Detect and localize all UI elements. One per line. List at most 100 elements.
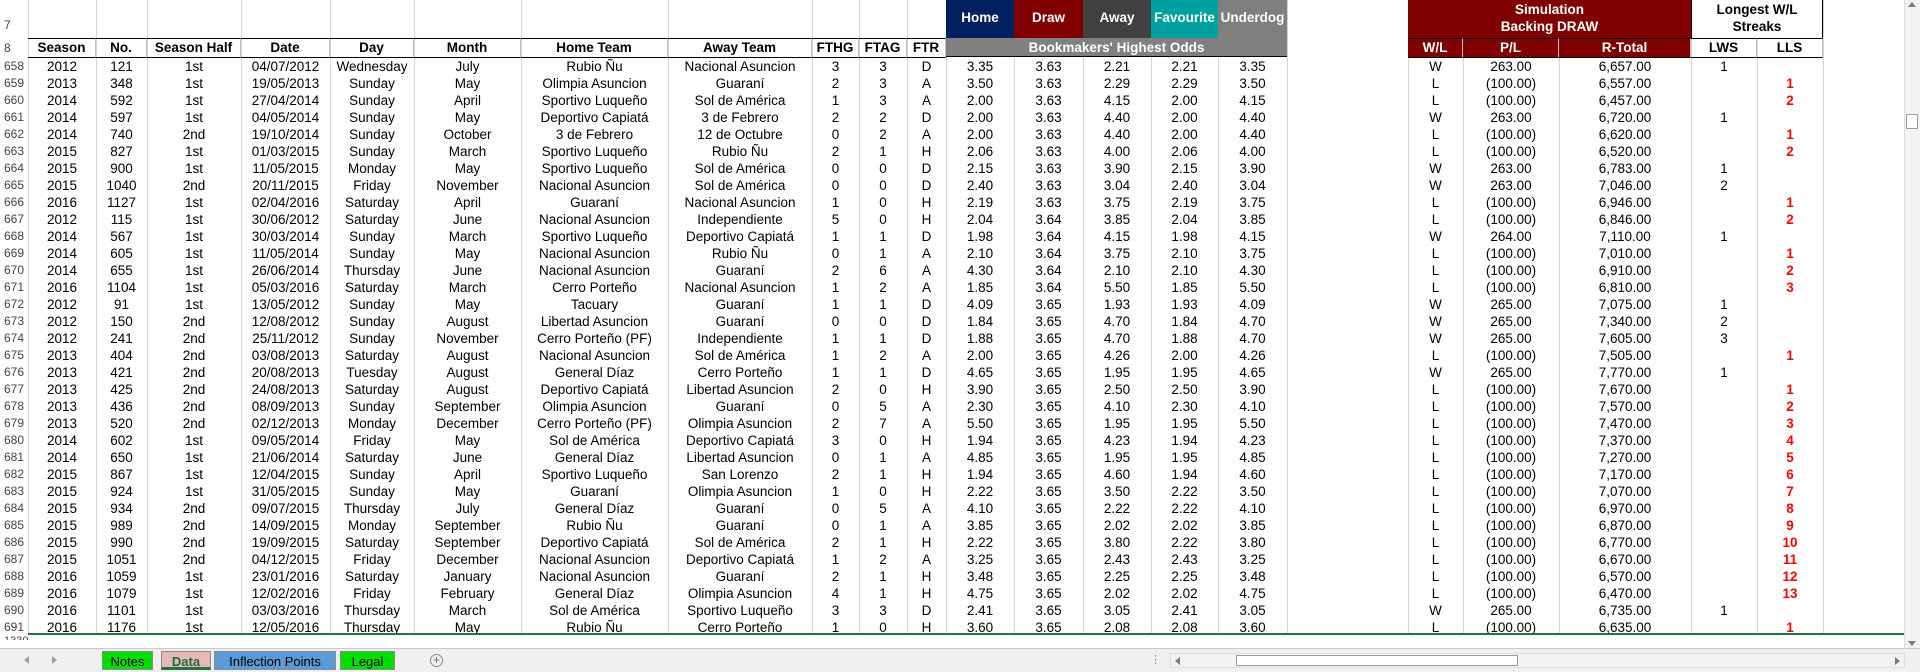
table-cell[interactable]: W [1429,603,1442,618]
table-cell[interactable]: 2.00 [966,110,994,125]
table-cell[interactable]: 1 [879,586,887,601]
table-cell[interactable]: 09/07/2015 [251,501,320,516]
tab-scroll-right-icon[interactable] [52,656,57,664]
table-cell[interactable]: W [1429,161,1442,176]
scroll-down-arrow-icon[interactable] [1908,641,1916,646]
table-cell[interactable]: 2nd [182,399,206,414]
table-cell[interactable]: 3 [1786,280,1794,295]
table-cell[interactable]: March [448,144,487,159]
table-cell[interactable]: 1104 [106,280,137,295]
table-cell[interactable]: 2014 [46,110,78,125]
table-cell[interactable]: 3 [879,603,887,618]
table-cell[interactable]: 2 [831,382,840,397]
table-cell[interactable]: 04/05/2014 [251,110,320,125]
table-cell[interactable]: 1 [879,144,887,159]
table-cell[interactable]: 2.43 [1103,552,1131,567]
table-cell[interactable]: L [1431,416,1440,431]
table-cell[interactable]: 2015 [46,535,78,550]
table-cell[interactable]: 2nd [182,382,206,397]
table-cell[interactable]: 6,457.00 [1598,93,1652,108]
table-cell[interactable]: 3.65 [1035,552,1062,567]
table-cell[interactable]: L [1431,586,1440,601]
table-cell[interactable]: Friday [353,433,391,448]
table-cell[interactable]: 2014 [46,93,78,108]
table-cell[interactable]: 0 [831,178,840,193]
table-cell[interactable]: 1 [1786,348,1794,363]
table-cell[interactable]: 3.85 [1239,518,1266,533]
table-cell[interactable]: Independiente [697,212,783,227]
table-cell[interactable]: 2.43 [1171,552,1198,567]
table-cell[interactable]: 3.65 [1035,399,1062,414]
table-cell[interactable]: L [1431,569,1440,584]
table-cell[interactable]: Tacuary [570,297,619,312]
table-cell[interactable]: 2.29 [1171,76,1198,91]
table-cell[interactable]: L [1431,450,1440,465]
table-cell[interactable]: Cerro Porteño [552,280,637,295]
table-cell[interactable]: 03/08/2013 [251,348,320,363]
table-cell[interactable]: Saturday [344,280,400,295]
table-cell[interactable]: 1.85 [1171,280,1198,295]
table-cell[interactable]: 1 [879,297,887,312]
table-cell[interactable]: 2.22 [1171,535,1198,550]
table-cell[interactable]: Sportivo Luqueño [541,144,648,159]
table-cell[interactable]: 1st [184,263,203,278]
table-cell[interactable]: 3.65 [1035,297,1062,312]
table-cell[interactable]: (100.00) [1485,76,1537,91]
table-cell[interactable]: Guaraní [715,263,765,278]
table-cell[interactable]: 7,046.00 [1598,178,1652,193]
table-cell[interactable]: D [921,59,932,74]
table-cell[interactable]: 02/12/2013 [251,416,320,431]
table-cell[interactable]: 4.10 [1103,399,1131,414]
table-cell[interactable]: 7,570.00 [1598,399,1652,414]
table-cell[interactable]: 08/09/2013 [251,399,320,414]
table-cell[interactable]: 2.10 [1171,246,1198,261]
table-cell[interactable]: 01/03/2015 [251,144,320,159]
table-cell[interactable]: 4.30 [966,263,994,278]
table-cell[interactable]: 602 [110,433,133,448]
hscroll-thumb[interactable] [1236,655,1518,666]
table-cell[interactable]: 263.00 [1490,59,1532,74]
table-cell[interactable]: L [1431,127,1440,142]
table-cell[interactable]: 3 [831,59,840,74]
table-cell[interactable]: 1 [831,620,840,635]
table-cell[interactable]: 3.75 [1239,246,1266,261]
table-cell[interactable]: L [1431,382,1440,397]
table-cell[interactable]: March [448,280,487,295]
table-cell[interactable]: 3.04 [1103,178,1131,193]
table-cell[interactable]: (100.00) [1485,399,1537,414]
table-cell[interactable] [1691,398,1757,415]
table-cell[interactable]: Sportivo Luqueño [687,603,793,618]
table-cell[interactable]: L [1431,552,1440,567]
table-cell[interactable]: 1st [184,144,203,159]
table-cell[interactable]: Libertad Asuncion [686,450,794,465]
table-cell[interactable]: January [443,569,492,584]
table-cell[interactable]: 605 [110,246,133,261]
table-cell[interactable]: 7 [879,416,887,431]
table-cell[interactable]: 6,870.00 [1598,518,1652,533]
table-cell[interactable]: 2.15 [1171,161,1198,176]
table-cell[interactable]: 7,070.00 [1598,484,1652,499]
table-cell[interactable]: 1 [879,246,887,261]
tab-scroll-left-icon[interactable] [24,656,29,664]
table-cell[interactable]: A [921,246,931,261]
table-cell[interactable] [1691,381,1757,398]
table-cell[interactable]: 2.21 [1171,59,1198,74]
table-cell[interactable]: Saturday [344,450,400,465]
table-cell[interactable]: February [440,586,495,601]
table-cell[interactable]: 3.65 [1035,484,1062,499]
table-cell[interactable]: A [921,76,931,91]
table-cell[interactable]: 2016 [46,586,78,601]
table-cell[interactable]: 6,657.00 [1598,59,1652,74]
table-cell[interactable]: 1 [879,331,887,346]
table-cell[interactable]: 4.10 [1239,399,1266,414]
table-cell[interactable]: Nacional Asuncion [538,263,651,278]
table-cell[interactable]: 2.19 [966,195,994,210]
table-cell[interactable]: 19/09/2015 [251,535,320,550]
table-cell[interactable]: 5 [879,399,887,414]
table-cell[interactable]: (100.00) [1485,518,1537,533]
table-cell[interactable]: Deportivo Capiatá [540,110,649,125]
table-cell[interactable]: 20/08/2013 [251,365,320,380]
table-cell[interactable]: 2 [831,263,840,278]
table-cell[interactable]: 1st [184,450,203,465]
table-cell[interactable]: Nacional Asuncion [538,348,651,363]
